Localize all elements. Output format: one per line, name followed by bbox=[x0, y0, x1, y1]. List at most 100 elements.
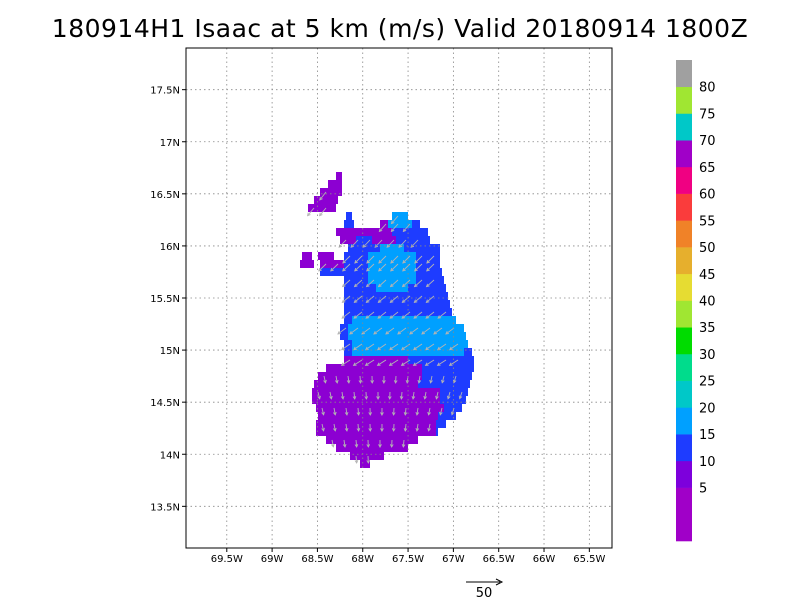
wind-speed-cell bbox=[408, 396, 416, 404]
wind-speed-cell bbox=[356, 244, 364, 252]
wind-speed-cell bbox=[364, 324, 372, 332]
wind-vector bbox=[389, 295, 399, 304]
wind-vector bbox=[403, 407, 408, 416]
wind-vector bbox=[445, 327, 455, 335]
wind-speed-cell bbox=[424, 340, 432, 348]
wind-speed-cell bbox=[424, 308, 432, 316]
wind-vector bbox=[433, 327, 443, 335]
wind-vector bbox=[402, 255, 411, 264]
wind-speed-cell bbox=[400, 212, 408, 220]
wind-speed-cell bbox=[388, 236, 396, 244]
wind-speed-cell bbox=[398, 372, 406, 380]
wind-vector bbox=[389, 439, 394, 448]
wind-vector bbox=[331, 439, 335, 448]
wind-speed-cell bbox=[408, 268, 416, 276]
wind-speed-cell bbox=[328, 188, 336, 196]
wind-speed-cell bbox=[392, 276, 400, 284]
colorbar-segment bbox=[676, 86, 692, 114]
lat-tick-label: 14N bbox=[160, 450, 180, 461]
wind-vector bbox=[398, 239, 407, 248]
wind-speed-cell bbox=[452, 404, 460, 412]
wind-speed-cell bbox=[334, 364, 342, 372]
wind-speed-cell bbox=[432, 268, 440, 276]
wind-speed-cell bbox=[406, 372, 414, 380]
wind-speed-cell bbox=[440, 340, 448, 348]
wind-speed-cell bbox=[440, 396, 448, 404]
wind-vector bbox=[341, 279, 351, 288]
wind-speed-cell bbox=[392, 340, 400, 348]
wind-vector bbox=[385, 327, 395, 335]
wind-speed-cell bbox=[444, 404, 452, 412]
wind-speed-cell bbox=[352, 444, 360, 452]
wind-speed-cell bbox=[342, 436, 350, 444]
lon-tick-label: 67.5W bbox=[392, 554, 424, 565]
colorbar-label: 15 bbox=[699, 428, 716, 443]
wind-vector bbox=[365, 295, 375, 304]
wind-speed-cell bbox=[392, 212, 400, 220]
wind-speed-cell bbox=[344, 444, 352, 452]
wind-speed-cell bbox=[432, 292, 440, 300]
wind-speed-cell bbox=[432, 316, 440, 324]
wind-speed-cell bbox=[464, 348, 472, 356]
wind-speed-cell bbox=[456, 396, 464, 404]
wind-speed-cell bbox=[360, 316, 368, 324]
wind-vector bbox=[342, 263, 351, 272]
wind-speed-cell bbox=[400, 276, 408, 284]
wind-speed-cell bbox=[366, 412, 374, 420]
wind-speed-cell bbox=[320, 268, 328, 276]
wind-speed-cell bbox=[440, 316, 448, 324]
colorbar-segment bbox=[676, 247, 692, 275]
wind-speed-cell bbox=[314, 196, 322, 204]
wind-speed-cell bbox=[372, 420, 380, 428]
wind-vector bbox=[340, 391, 345, 400]
wind-speed-cell bbox=[374, 372, 382, 380]
wind-speed-cell bbox=[416, 348, 424, 356]
wind-speed-cell bbox=[368, 252, 376, 260]
wind-speed-cell bbox=[462, 364, 470, 372]
wind-vector bbox=[321, 407, 325, 416]
wind-speed-cell bbox=[424, 396, 432, 404]
wind-speed-cell bbox=[344, 268, 352, 276]
wind-vector bbox=[458, 391, 463, 400]
wind-speed-cell bbox=[362, 380, 370, 388]
wind-vector bbox=[414, 263, 423, 272]
wind-speed-cell bbox=[316, 420, 324, 428]
wind-speed-cell bbox=[376, 300, 384, 308]
wind-speed-cell bbox=[440, 276, 444, 284]
wind-speed-cell bbox=[368, 228, 376, 236]
wind-speed-cell bbox=[392, 260, 400, 268]
wind-speed-cell bbox=[384, 388, 392, 396]
wind-speed-cell bbox=[400, 252, 408, 260]
lat-tick-label: 16N bbox=[160, 242, 180, 253]
wind-speed-cell bbox=[384, 276, 392, 284]
wind-speed-cell bbox=[456, 348, 464, 356]
wind-speed-cell bbox=[384, 252, 392, 260]
wind-speed-cell bbox=[368, 396, 376, 404]
wind-speed-cell bbox=[374, 364, 382, 372]
wind-speed-cell bbox=[376, 308, 384, 316]
wind-speed-cell bbox=[356, 236, 364, 244]
wind-speed-cell bbox=[384, 268, 392, 276]
wind-speed-cell bbox=[460, 324, 464, 332]
wind-speed-cell bbox=[416, 292, 424, 300]
wind-speed-cell bbox=[412, 332, 420, 340]
wind-vector bbox=[352, 343, 363, 351]
wind-speed-cell bbox=[368, 340, 376, 348]
wind-speed-cell bbox=[448, 348, 456, 356]
wind-speed-cell bbox=[360, 292, 368, 300]
wind-speed-cell bbox=[352, 316, 360, 324]
wind-speed-cell bbox=[336, 260, 344, 268]
wind-speed-cell bbox=[404, 236, 412, 244]
wind-speed-cell bbox=[352, 228, 360, 236]
wind-vector bbox=[364, 359, 375, 366]
wind-speed-cell bbox=[448, 300, 450, 308]
wind-vector bbox=[330, 263, 339, 272]
wind-speed-cell bbox=[470, 364, 474, 372]
wind-vector bbox=[353, 295, 363, 304]
wind-speed-cell bbox=[438, 412, 446, 420]
wind-speed-cell bbox=[406, 412, 414, 420]
wind-speed-cell bbox=[366, 372, 374, 380]
wind-speed-cell bbox=[428, 404, 436, 412]
wind-speed-cell bbox=[398, 436, 406, 444]
wind-speed-cell bbox=[408, 228, 416, 236]
